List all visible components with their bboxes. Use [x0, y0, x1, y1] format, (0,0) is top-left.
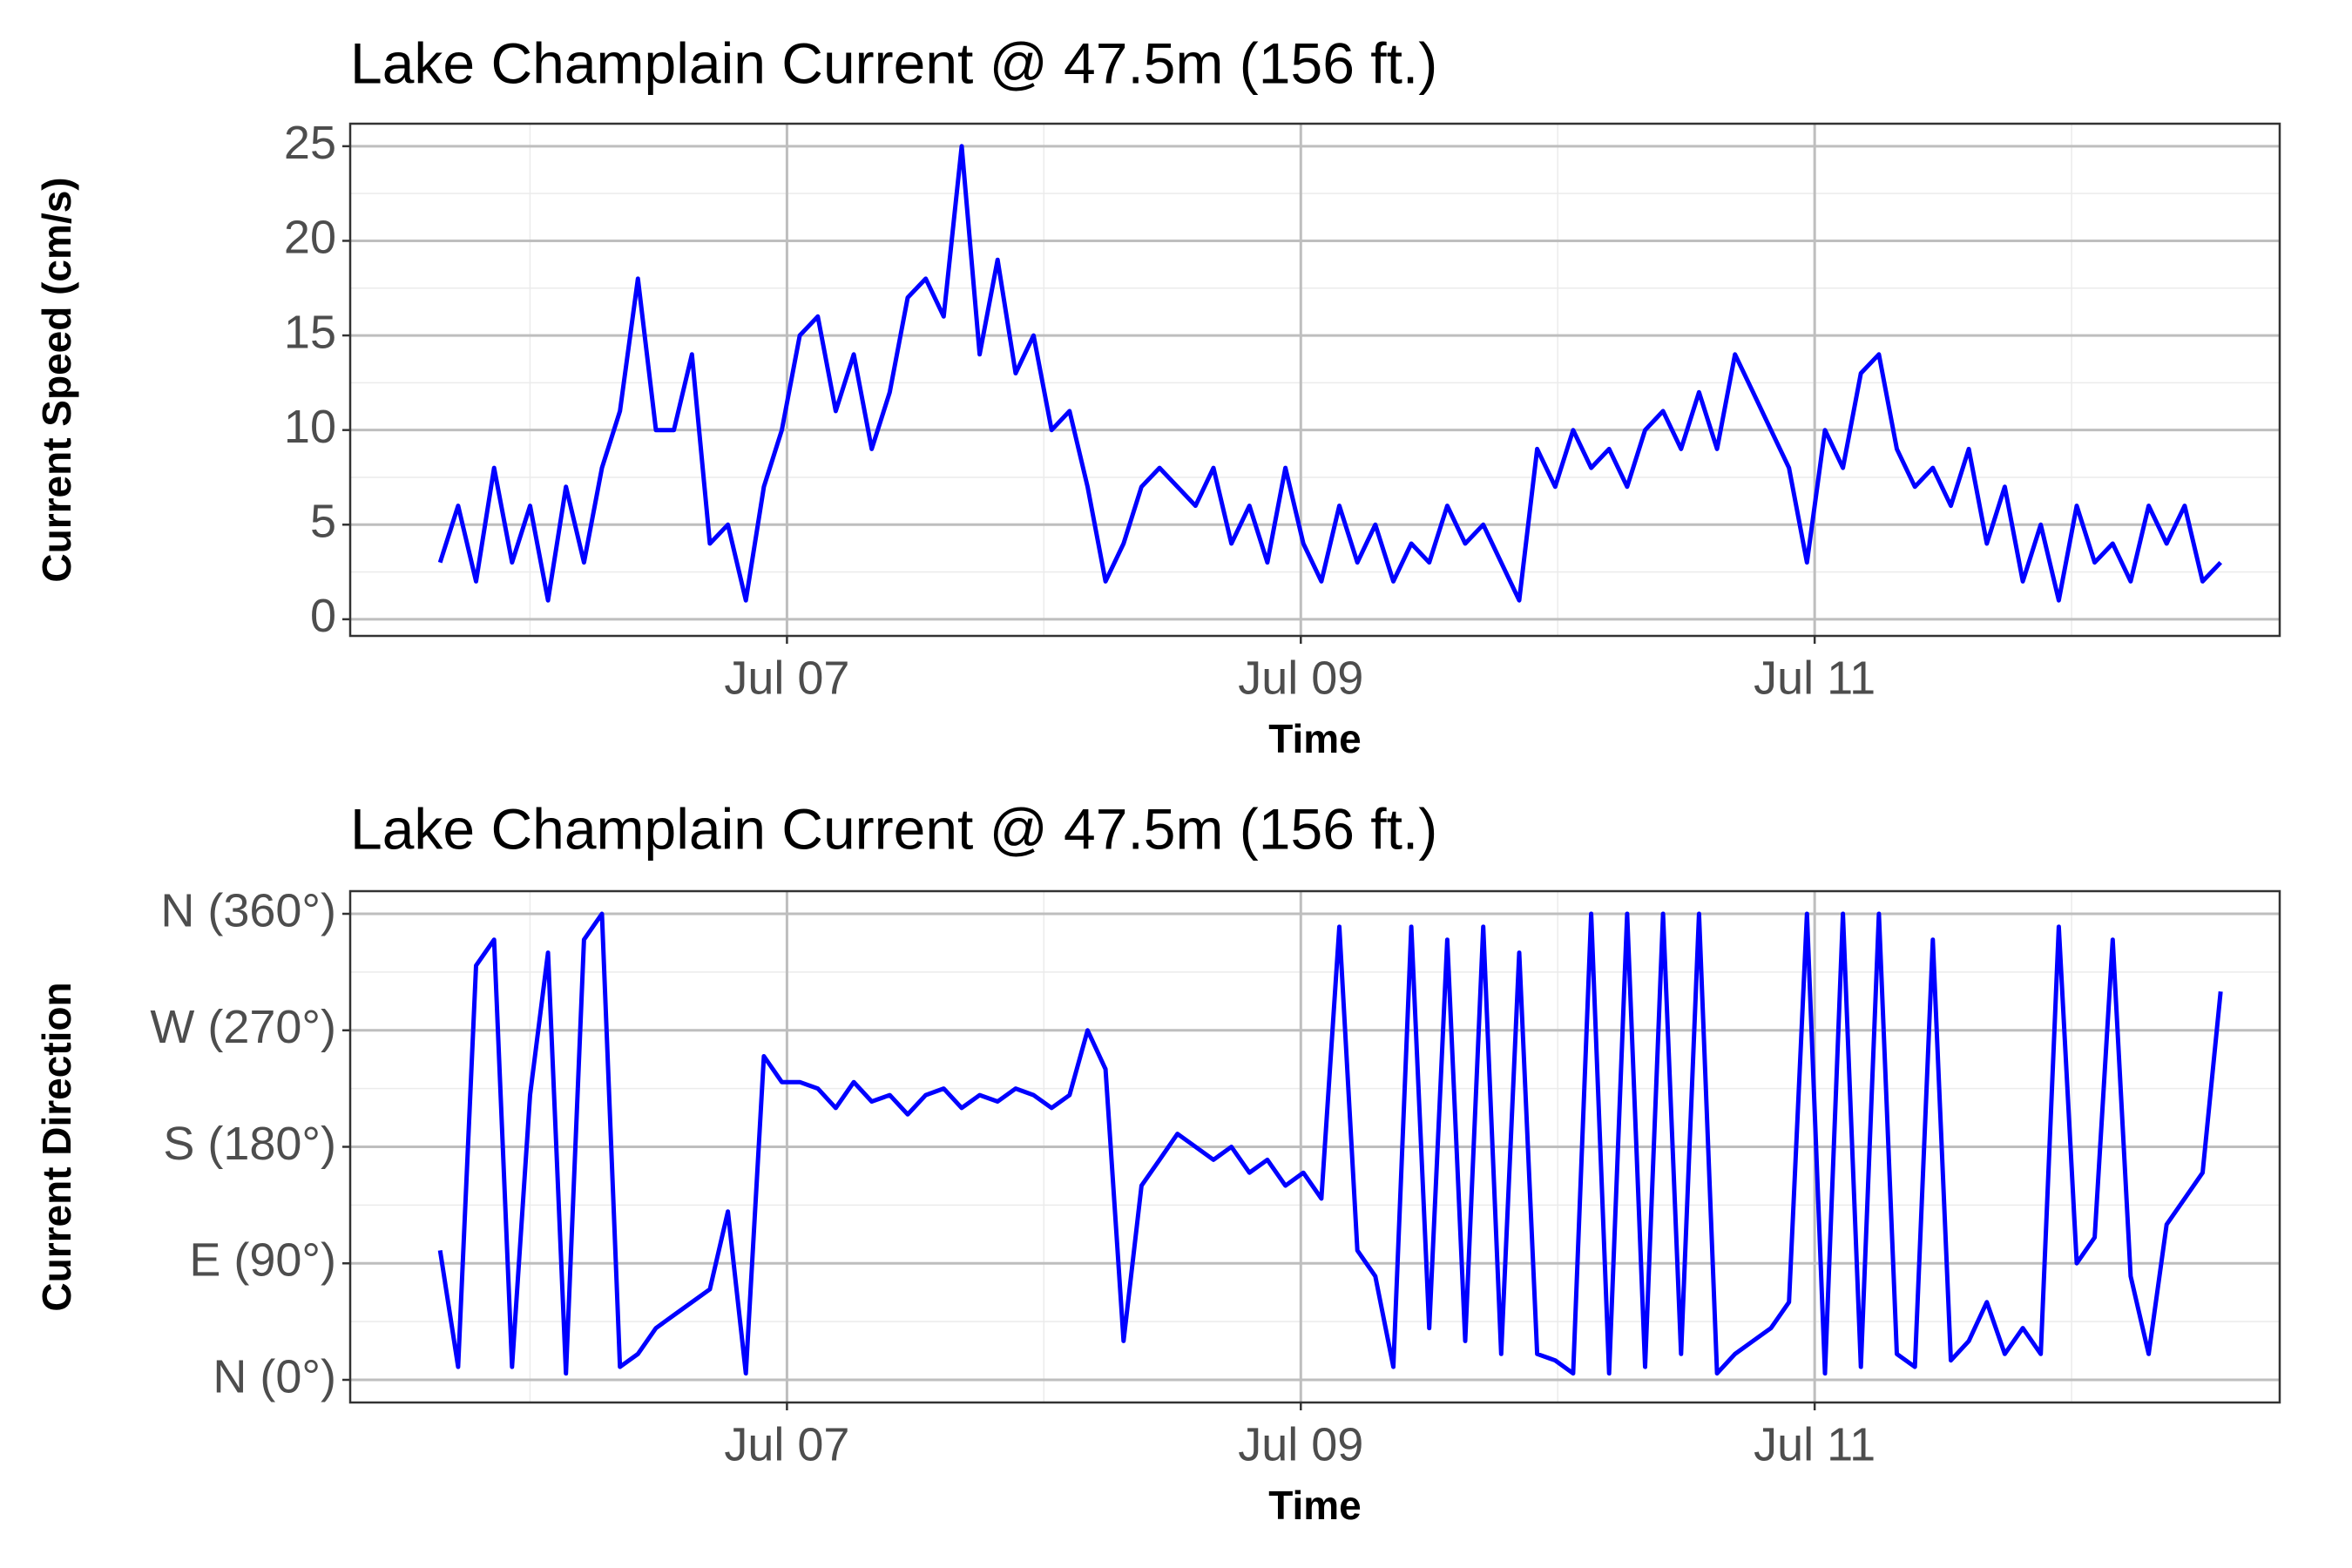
x-tick-label: Jul 09	[1238, 1418, 1363, 1470]
data-line	[437, 144, 2223, 603]
y-tick-label: N (360°)	[160, 884, 336, 936]
y-tick-label: N (0°)	[213, 1350, 336, 1402]
x-tick-label: Jul 09	[1238, 652, 1363, 704]
y-tick-label: 0	[310, 590, 336, 642]
y-tick-label: S (180°)	[163, 1118, 336, 1170]
plot-border	[348, 122, 2281, 638]
y-tick-label: 20	[284, 212, 336, 264]
y-axis-title: Current Direction	[34, 982, 79, 1311]
chart-title: Lake Champlain Current @ 47.5m (156 ft.)	[350, 796, 1437, 861]
y-tick-label: 10	[284, 401, 336, 453]
y-tick-label: 5	[310, 496, 336, 548]
y-axis-title: Current Speed (cm/s)	[34, 177, 79, 582]
x-axis-title: Time	[1268, 1483, 1362, 1528]
x-tick-label: Jul 07	[724, 1418, 849, 1470]
data-line	[437, 911, 2223, 1376]
x-tick-label: Jul 11	[1754, 652, 1876, 704]
x-tick-label: Jul 11	[1754, 1418, 1876, 1470]
x-tick-label: Jul 07	[724, 652, 849, 704]
chart-title: Lake Champlain Current @ 47.5m (156 ft.)	[350, 30, 1437, 95]
plot-background	[350, 124, 2280, 636]
y-tick-label: W (270°)	[150, 1001, 336, 1053]
y-tick-label: 15	[284, 306, 336, 358]
y-tick-label: E (90°)	[189, 1234, 336, 1287]
plot-border	[348, 889, 2281, 1404]
x-axis-title: Time	[1268, 716, 1362, 761]
y-tick-label: 25	[284, 117, 336, 169]
